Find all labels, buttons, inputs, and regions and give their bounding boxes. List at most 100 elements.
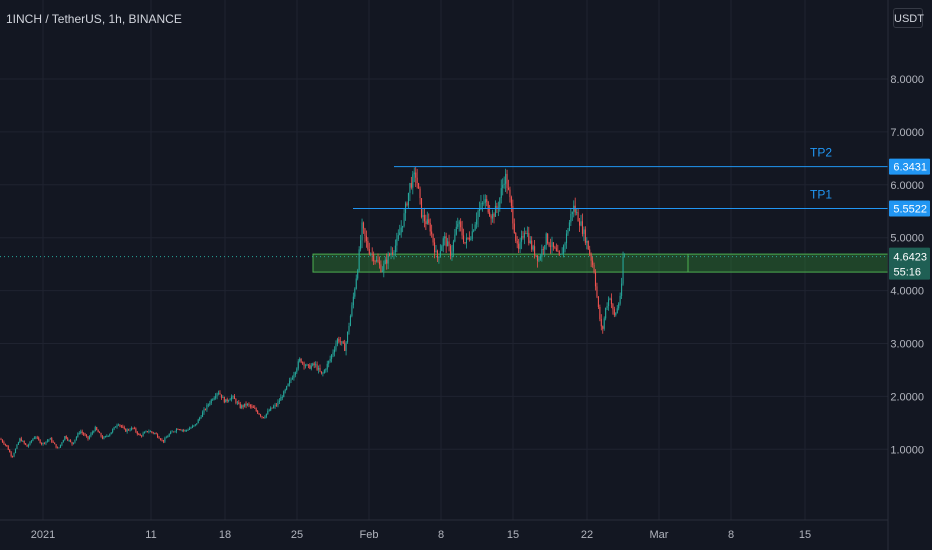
candle-body (436, 250, 438, 258)
price-badges: 6.3431 5.5522 4.6423 55:16 (889, 158, 930, 280)
candle-body (377, 259, 379, 263)
candle-body (130, 427, 133, 431)
candle-body (210, 399, 212, 404)
candle-body (29, 441, 31, 445)
candle-body (521, 236, 523, 242)
candle-body (220, 394, 222, 398)
candle-body (293, 374, 295, 379)
candle-body (335, 344, 337, 350)
candle-body (506, 173, 508, 188)
candle-body (526, 233, 528, 234)
candle-body (304, 365, 307, 367)
y-tick-label: 2.0000 (890, 391, 924, 403)
candle-body (448, 241, 450, 246)
candle-body (167, 436, 169, 438)
candle-body (294, 372, 296, 375)
candle-body (309, 364, 311, 369)
candle-body (347, 331, 349, 343)
candle-body (299, 358, 301, 362)
candle-body (512, 206, 514, 224)
candle-body (547, 233, 549, 244)
candle-body (374, 261, 376, 262)
candle-body (42, 442, 44, 445)
candle-body (523, 233, 525, 238)
candle-body (209, 403, 211, 405)
candle-body (571, 211, 573, 214)
candle-body (219, 392, 221, 395)
candle-body (252, 406, 254, 408)
candle-body (478, 208, 481, 212)
candle-body (468, 237, 470, 240)
candle-body (619, 295, 621, 304)
candle-body (391, 252, 394, 254)
candle-body (532, 246, 534, 250)
candle-body (376, 259, 378, 262)
candle-body (123, 427, 125, 429)
candle-body (365, 235, 367, 241)
candle-body (622, 256, 624, 284)
x-tick-label: Feb (360, 529, 379, 541)
candle-body (586, 240, 588, 243)
candle-body (513, 223, 515, 233)
candle-body (323, 370, 325, 374)
candle-body (14, 448, 17, 454)
candle-body (313, 363, 315, 365)
candle-body (522, 236, 524, 238)
candle-body (568, 222, 570, 231)
candle-body (336, 339, 338, 345)
candle-body (396, 239, 398, 246)
candle-body (373, 254, 375, 262)
candle-body (274, 404, 276, 407)
candle-body (161, 439, 163, 441)
candle-body (554, 247, 556, 249)
candle-body (3, 442, 5, 445)
candle-body (20, 438, 22, 442)
candle-body (36, 437, 38, 439)
candle-body (229, 399, 231, 401)
candle-body (291, 378, 293, 380)
candle-body (602, 326, 604, 329)
candle-body (173, 431, 175, 433)
candle-body (242, 405, 244, 407)
candle-body (518, 243, 520, 249)
candle-body (481, 202, 483, 204)
currency-button[interactable]: USDT (893, 8, 924, 28)
level-label-tp2: TP2 (810, 146, 832, 160)
candle-body (48, 439, 50, 441)
candle-body (91, 432, 93, 434)
candle-body (188, 428, 191, 430)
candle-body (415, 172, 417, 178)
candle-body (241, 405, 243, 408)
candle-body (358, 249, 360, 271)
candle-body (460, 221, 462, 228)
candle-body (71, 441, 73, 445)
candle-body (128, 429, 130, 431)
candle-body (386, 259, 388, 264)
candle-body (339, 341, 341, 343)
candle-body (507, 187, 510, 190)
candle-body (555, 248, 557, 251)
candle-body (552, 242, 554, 248)
candle-body (399, 232, 401, 236)
candle-body (41, 442, 43, 445)
candle-body (90, 433, 92, 437)
candle-body (307, 364, 309, 366)
candle-body (203, 409, 205, 413)
candle-body (535, 255, 537, 257)
candle-body (22, 441, 24, 442)
candle-body (618, 303, 620, 309)
level-price-label: 5.5522 (893, 203, 927, 215)
candle-body (255, 408, 257, 411)
candle-body (439, 251, 441, 257)
candle-body (59, 444, 61, 448)
candle-body (600, 319, 602, 327)
candle-body (378, 262, 380, 265)
candle-body (168, 434, 170, 437)
candle-body (64, 436, 66, 441)
candle-body (35, 437, 37, 439)
candle-body (222, 397, 224, 398)
candle-body (165, 437, 167, 439)
candle-body (43, 442, 46, 444)
candle-body (409, 183, 411, 193)
